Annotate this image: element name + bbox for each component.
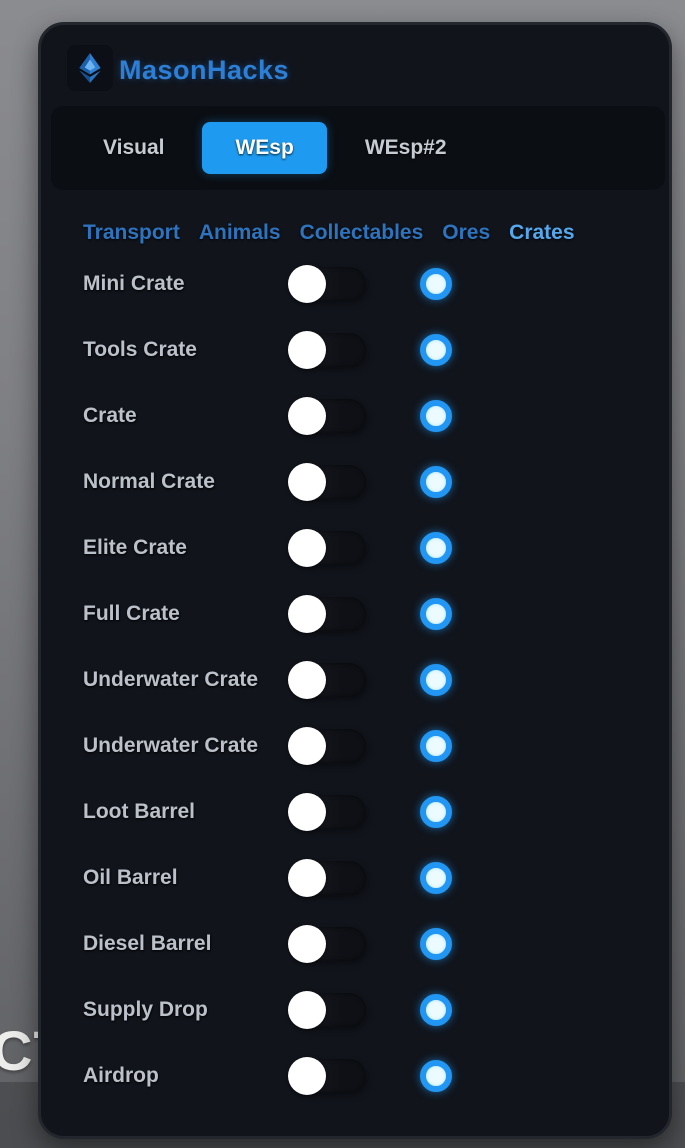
subnav-item-transport[interactable]: Transport — [83, 221, 180, 244]
color-picker-elite-crate[interactable] — [420, 532, 452, 564]
esp-row-label: Diesel Barrel — [83, 932, 212, 955]
toggle-knob — [288, 925, 326, 963]
esp-toggle-full-crate[interactable] — [288, 595, 366, 633]
color-picker-loot-barrel[interactable] — [420, 796, 452, 828]
esp-row-label: Underwater Crate — [83, 734, 259, 757]
color-picker-mini-crate[interactable] — [420, 268, 452, 300]
esp-row-crate-2: Crate — [41, 383, 675, 449]
esp-toggle-crate[interactable] — [288, 397, 366, 435]
subnav-item-animals[interactable]: Animals — [198, 221, 281, 244]
esp-row-label: Tools Crate — [83, 338, 197, 361]
esp-toggle-tools-crate[interactable] — [288, 331, 366, 369]
subnav-bar: Transport Animals Collectables Ores Crates — [41, 213, 655, 253]
esp-toggle-mini-crate[interactable] — [288, 265, 366, 303]
toggle-knob — [288, 463, 326, 501]
esp-row-underwater-crate-7: Underwater Crate — [41, 713, 675, 779]
esp-toggle-supply-drop[interactable] — [288, 991, 366, 1029]
toggle-knob — [288, 595, 326, 633]
esp-toggle-underwater-crate[interactable] — [288, 727, 366, 765]
color-picker-tools-crate[interactable] — [420, 334, 452, 366]
tab-bar: Visual WEsp WEsp#2 — [51, 106, 665, 190]
toggle-knob — [288, 991, 326, 1029]
color-picker-underwater-crate[interactable] — [420, 664, 452, 696]
esp-row-mini-crate-0: Mini Crate — [41, 251, 675, 317]
color-picker-underwater-crate[interactable] — [420, 730, 452, 762]
tab-visual[interactable]: Visual — [103, 136, 165, 159]
esp-row-normal-crate-3: Normal Crate — [41, 449, 675, 515]
subnav-item-crates[interactable]: Crates — [509, 221, 575, 244]
tab-wesp-2[interactable]: WEsp#2 — [364, 136, 447, 159]
esp-row-airdrop-12: Airdrop — [41, 1043, 675, 1109]
esp-row-label: Supply Drop — [83, 998, 208, 1021]
esp-toggle-loot-barrel[interactable] — [288, 793, 366, 831]
esp-row-underwater-crate-6: Underwater Crate — [41, 647, 675, 713]
cheat-menu-panel: MasonHacks Visual WEsp WEsp#2 Transport Ani… — [38, 22, 672, 1139]
color-picker-oil-barrel[interactable] — [420, 862, 452, 894]
color-picker-supply-drop[interactable] — [420, 994, 452, 1026]
toggle-knob — [288, 265, 326, 303]
app-title: MasonHacks — [119, 55, 290, 85]
panel-header: MasonHacks — [41, 25, 669, 105]
subnav-item-ores[interactable]: Ores — [442, 221, 491, 244]
esp-toggle-normal-crate[interactable] — [288, 463, 366, 501]
tab-wesp[interactable]: WEsp — [202, 122, 327, 174]
esp-row-label: Mini Crate — [83, 272, 185, 295]
esp-row-label: Airdrop — [83, 1064, 159, 1087]
esp-toggle-airdrop[interactable] — [288, 1057, 366, 1095]
esp-toggle-elite-crate[interactable] — [288, 529, 366, 567]
esp-row-diesel-barrel-10: Diesel Barrel — [41, 911, 675, 977]
color-picker-diesel-barrel[interactable] — [420, 928, 452, 960]
esp-row-label: Elite Crate — [83, 536, 187, 559]
color-picker-airdrop[interactable] — [420, 1060, 452, 1092]
esp-row-elite-crate-4: Elite Crate — [41, 515, 675, 581]
color-picker-full-crate[interactable] — [420, 598, 452, 630]
toggle-knob — [288, 793, 326, 831]
color-picker-normal-crate[interactable] — [420, 466, 452, 498]
toggle-knob — [288, 331, 326, 369]
esp-row-label: Oil Barrel — [83, 866, 178, 889]
esp-row-supply-drop-11: Supply Drop — [41, 977, 675, 1043]
esp-row-list: Mini Crate Tools Crate Crate Normal Crate El… — [41, 251, 675, 1109]
esp-row-full-crate-5: Full Crate — [41, 581, 675, 647]
esp-row-loot-barrel-8: Loot Barrel — [41, 779, 675, 845]
esp-row-label: Full Crate — [83, 602, 180, 625]
esp-toggle-diesel-barrel[interactable] — [288, 925, 366, 963]
toggle-knob — [288, 859, 326, 897]
toggle-knob — [288, 661, 326, 699]
esp-toggle-underwater-crate[interactable] — [288, 661, 366, 699]
esp-row-label: Underwater Crate — [83, 668, 259, 691]
esp-row-oil-barrel-9: Oil Barrel — [41, 845, 675, 911]
esp-row-label: Loot Barrel — [83, 800, 196, 823]
esp-row-label: Normal Crate — [83, 470, 215, 493]
esp-row-label: Crate — [83, 404, 137, 427]
toggle-knob — [288, 397, 326, 435]
esp-row-tools-crate-1: Tools Crate — [41, 317, 675, 383]
toggle-knob — [288, 1057, 326, 1095]
toggle-knob — [288, 529, 326, 567]
subnav-item-collectables[interactable]: Collectables — [299, 221, 424, 244]
color-picker-crate[interactable] — [420, 400, 452, 432]
esp-toggle-oil-barrel[interactable] — [288, 859, 366, 897]
gem-icon — [67, 45, 113, 91]
toggle-knob — [288, 727, 326, 765]
